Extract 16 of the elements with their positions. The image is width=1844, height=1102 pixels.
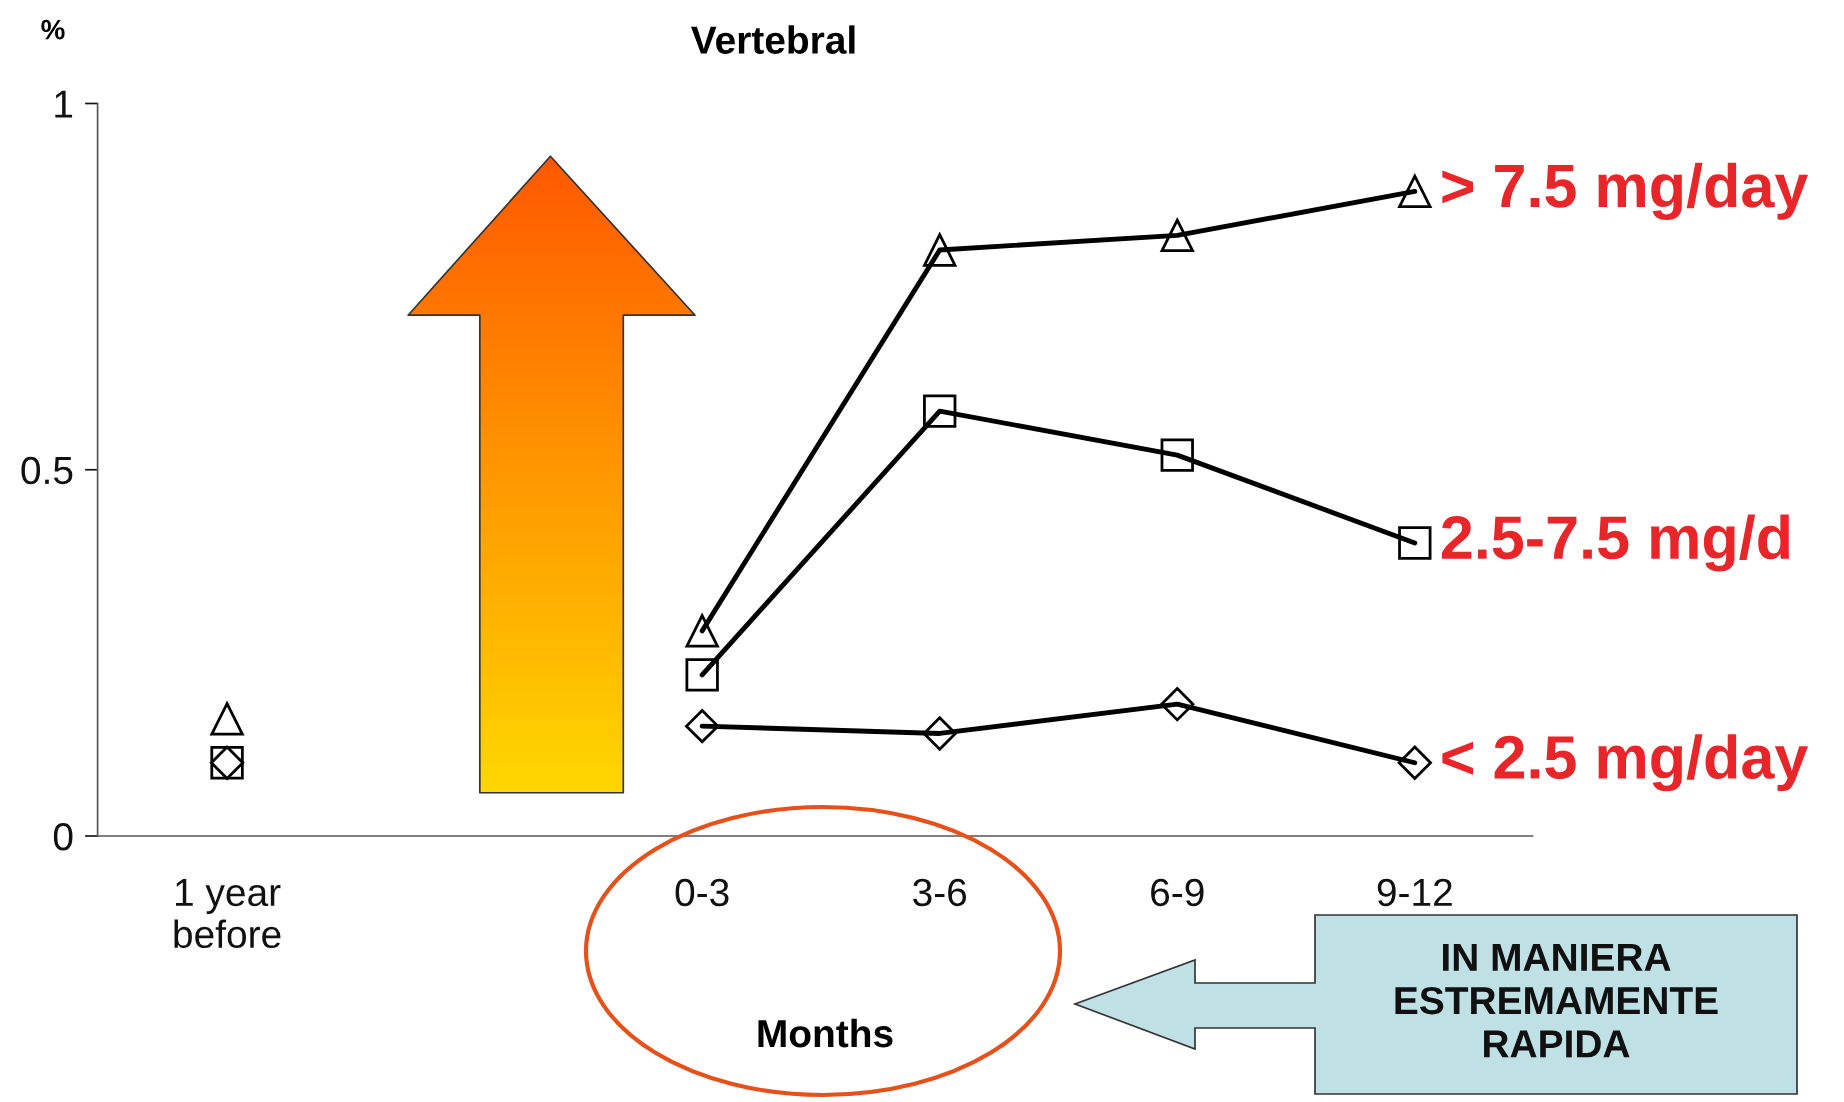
y-tick-label: 0.5 — [21, 456, 73, 485]
point — [210, 702, 244, 736]
x-tick-label: 9-12 — [1377, 878, 1452, 907]
series-label: < 2.5 mg/day — [1442, 734, 1809, 792]
y-tick-label: 0 — [53, 822, 73, 851]
x-axis-title: Months — [758, 1018, 893, 1048]
chart-title: Vertebral — [691, 25, 855, 54]
x-tick-label: 1 year before — [174, 879, 281, 949]
y-tick-label: 1 — [55, 90, 73, 118]
series-label: > 7.5 mg/day — [1442, 162, 1809, 221]
x-tick-label: 0-3 — [675, 878, 729, 907]
y-axis-title: % — [41, 19, 65, 40]
x-tick-label: 6-9 — [1151, 878, 1204, 907]
x-tick-label: 3-6 — [913, 878, 967, 907]
series-label: 2.5-7.5 mg/d — [1441, 514, 1789, 572]
text: IN MANIERA ESTREMAMENTE RAPIDA — [1395, 944, 1718, 1058]
